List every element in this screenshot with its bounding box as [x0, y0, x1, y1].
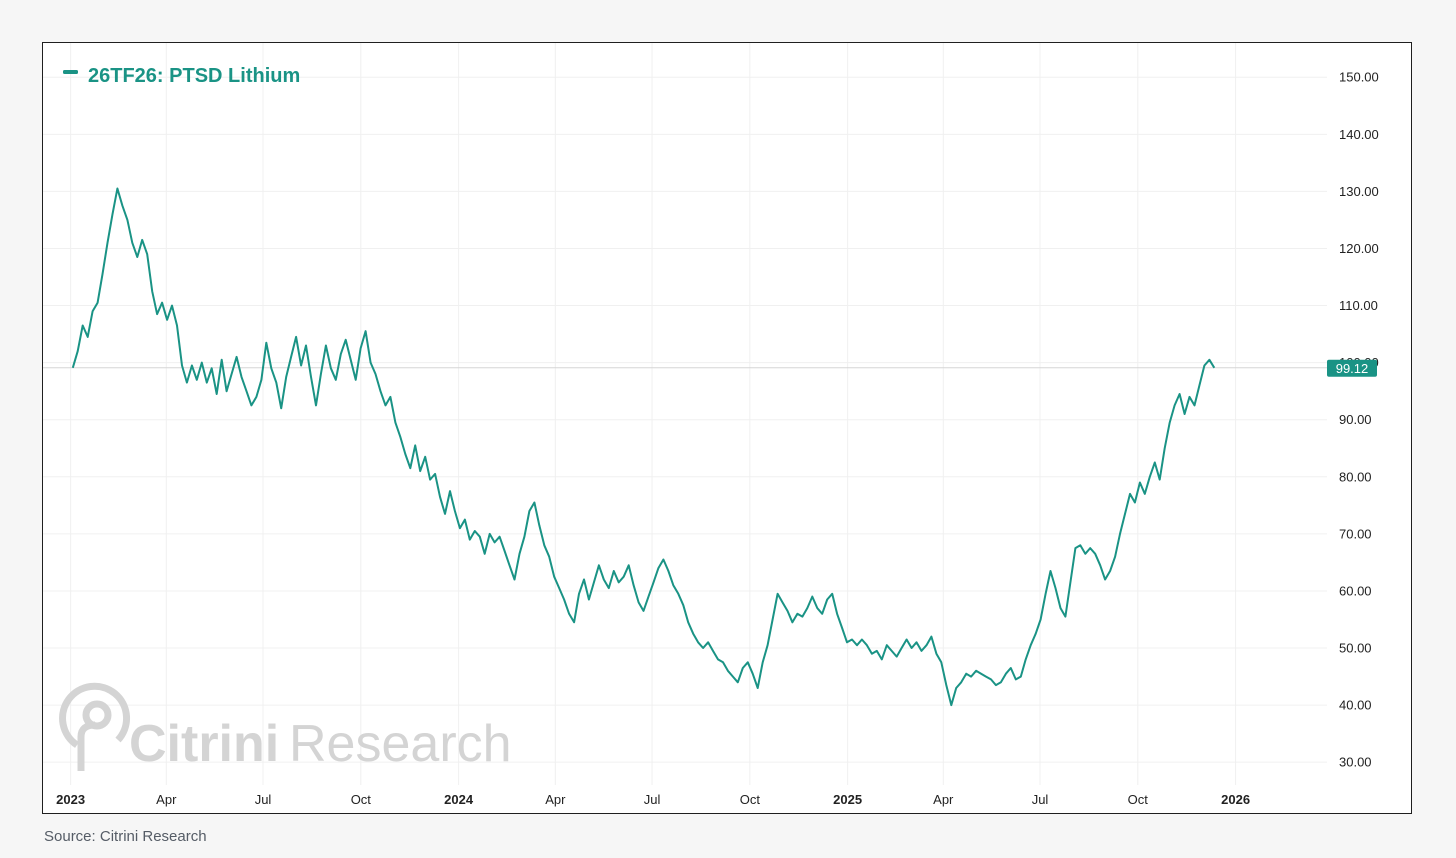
grid-layer [43, 43, 1327, 785]
last-value-bg [1327, 359, 1377, 377]
y-axis: 30.0040.0050.0060.0070.0080.0090.00100.0… [1339, 70, 1379, 770]
y-tick-label: 130.00 [1339, 184, 1379, 199]
legend: 26TF26: PTSD Lithium [63, 65, 300, 87]
x-tick-label: Oct [1128, 792, 1149, 807]
x-tick-label: Apr [933, 792, 954, 807]
chart-frame: Citrini Research 30.00 40.00 50.00 60.00 70.… [42, 42, 1412, 814]
legend-label: 26TF26: PTSD Lithium [88, 65, 300, 87]
x-tick-label: Jul [255, 792, 272, 807]
y-tick-label: 120.00 [1339, 241, 1379, 256]
series-line-ptsd-lithium [71, 187, 1216, 707]
x-tick-label: 2023 [56, 792, 85, 807]
y-tick-label: 30.00 [1339, 755, 1372, 770]
source-note: Source: Citrini Research [44, 828, 207, 845]
last-value-badge: 99.12 [1327, 359, 1377, 377]
x-tick-label: 2025 [833, 792, 862, 807]
y-tick-label: 110.00 [1339, 298, 1378, 313]
x-tick-label: Jul [1032, 792, 1049, 807]
y-tick-label: 60.00 [1339, 583, 1372, 598]
x-axis: 2023 Apr Jul Oct 2024 Apr Jul Oct 2025 Apr Jul Oct 2… [56, 792, 1250, 807]
x-tick-label: Oct [351, 792, 372, 807]
citrini-logo-icon [59, 682, 131, 771]
chart-svg: Citrini Research 30.00 40.00 50.00 60.00 70.… [43, 43, 1379, 807]
y-tick-label: 50.00 [1339, 641, 1372, 656]
watermark-brand-bold: Citrini [129, 715, 279, 773]
y-tick-label: 140.00 [1339, 127, 1379, 142]
y-tick-label: 80.00 [1339, 469, 1372, 484]
x-tick-label: Oct [740, 792, 761, 807]
y-tick-label: 90.00 [1339, 412, 1372, 427]
x-tick-label: Apr [545, 792, 566, 807]
x-tick-label: Jul [644, 792, 661, 807]
x-tick-label: Apr [156, 792, 177, 807]
y-tick-label: 40.00 [1339, 698, 1372, 713]
x-tick-label: 2026 [1221, 792, 1250, 807]
x-tick-label: 2024 [444, 792, 474, 807]
citrini-research-watermark: Citrini Research [59, 682, 512, 773]
last-value-label: 99.12 [1336, 361, 1369, 376]
y-tick-label: 70.00 [1339, 526, 1372, 541]
legend-swatch [63, 70, 78, 74]
watermark-brand-light: Research [289, 715, 512, 773]
y-tick-label: 150.00 [1339, 70, 1379, 85]
